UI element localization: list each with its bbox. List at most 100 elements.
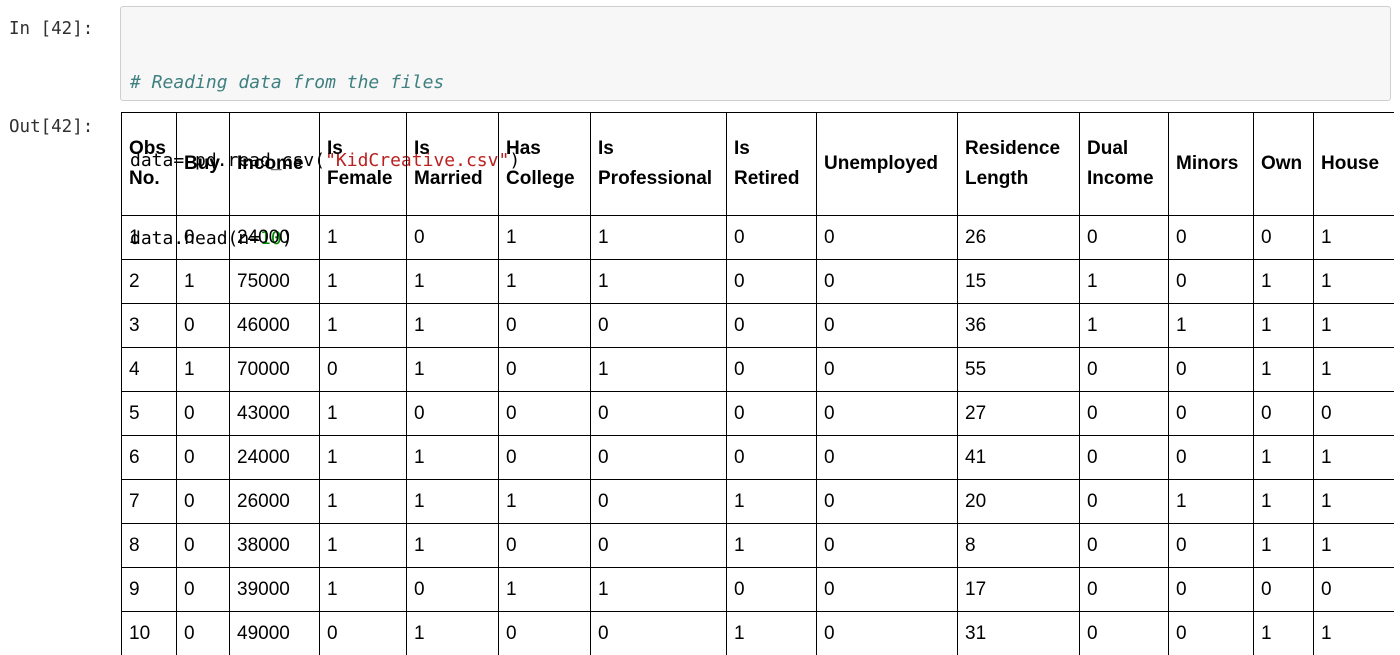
table-cell: 0 <box>590 303 727 348</box>
table-cell: 0 <box>590 435 727 480</box>
table-cell: 1 <box>176 347 230 392</box>
table-row: 6 0 24000 1 1 0 0 0 0 41 0 0 1 1 <box>121 435 1394 480</box>
table-cell: 26 <box>957 215 1080 260</box>
table-cell: 1 <box>406 259 499 304</box>
table-cell: 1 <box>1168 479 1254 524</box>
column-header: Buy <box>176 112 230 216</box>
table-cell: 0 <box>590 611 727 655</box>
column-header: Is Professional <box>590 112 727 216</box>
column-header: Obs No. <box>121 112 177 216</box>
table-cell: 1 <box>319 391 407 436</box>
table-cell: 0 <box>726 391 817 436</box>
table-cell: 0 <box>816 435 958 480</box>
table-cell: 38000 <box>229 523 320 568</box>
table-cell: 1 <box>1313 611 1394 655</box>
table-row: 1 0 24000 1 0 1 1 0 0 26 0 0 0 1 <box>121 215 1394 260</box>
table-cell: 0 <box>1168 611 1254 655</box>
column-header: Is Female <box>319 112 407 216</box>
table-cell: 49000 <box>229 611 320 655</box>
table-row: 8 0 38000 1 1 0 0 1 0 8 0 0 1 1 <box>121 523 1394 568</box>
table-cell: 0 <box>726 259 817 304</box>
table-cell: 0 <box>1079 391 1169 436</box>
table-cell: 0 <box>406 215 499 260</box>
table-cell: 0 <box>816 303 958 348</box>
table-cell: 1 <box>1313 435 1394 480</box>
table-cell: 0 <box>816 215 958 260</box>
column-header: House <box>1313 112 1394 216</box>
table-cell: 15 <box>957 259 1080 304</box>
table-cell: 24000 <box>229 435 320 480</box>
table-cell: 1 <box>1079 303 1169 348</box>
table-cell: 0 <box>1079 435 1169 480</box>
table-row: 5 0 43000 1 0 0 0 0 0 27 0 0 0 0 <box>121 391 1394 436</box>
table-cell: 1 <box>406 523 499 568</box>
table-cell: 0 <box>176 567 230 612</box>
table-cell: 0 <box>816 479 958 524</box>
table-cell: 1 <box>319 303 407 348</box>
table-cell: 8 <box>957 523 1080 568</box>
table-cell: 0 <box>1313 391 1394 436</box>
table-cell: 0 <box>406 391 499 436</box>
column-header: Dual Income <box>1079 112 1169 216</box>
table-cell: 0 <box>1079 215 1169 260</box>
table-cell: 1 <box>176 259 230 304</box>
table-cell: 0 <box>726 347 817 392</box>
table-cell: 0 <box>816 347 958 392</box>
table-body: 1 0 24000 1 0 1 1 0 0 26 0 0 0 1 2 1 75000 1 1 1 1 0 0 15 1 0 1 1 3 0… <box>121 215 1394 655</box>
table-cell: 1 <box>1313 259 1394 304</box>
table-cell: 43000 <box>229 391 320 436</box>
table-cell: 0 <box>498 303 591 348</box>
table-cell: 26000 <box>229 479 320 524</box>
column-header: Is Married <box>406 112 499 216</box>
table-cell: 0 <box>726 303 817 348</box>
table-cell: 70000 <box>229 347 320 392</box>
table-cell: 0 <box>1253 567 1314 612</box>
table-cell: 1 <box>1079 259 1169 304</box>
table-cell: 0 <box>816 391 958 436</box>
table-cell: 0 <box>1168 259 1254 304</box>
table-cell: 0 <box>816 523 958 568</box>
table-cell: 1 <box>498 259 591 304</box>
table-cell: 1 <box>498 479 591 524</box>
table-cell: 1 <box>1313 215 1394 260</box>
table-cell: 1 <box>406 435 499 480</box>
table-row: 9 0 39000 1 0 1 1 0 0 17 0 0 0 0 <box>121 567 1394 612</box>
table-cell: 0 <box>1168 215 1254 260</box>
table-cell: 0 <box>319 347 407 392</box>
table-cell: 0 <box>816 611 958 655</box>
table-cell: 5 <box>121 391 177 436</box>
table-cell: 0 <box>176 611 230 655</box>
table-cell: 1 <box>406 611 499 655</box>
table-cell: 20 <box>957 479 1080 524</box>
table-cell: 1 <box>1313 523 1394 568</box>
column-header: Has College <box>498 112 591 216</box>
code-cell-input[interactable]: # Reading data from the files data= pd.r… <box>120 6 1391 249</box>
table-cell: 7 <box>121 479 177 524</box>
table-cell: 1 <box>590 259 727 304</box>
table-cell: 1 <box>1313 303 1394 348</box>
table-cell: 1 <box>1253 523 1314 568</box>
table-cell: 0 <box>590 479 727 524</box>
table-cell: 36 <box>957 303 1080 348</box>
table-cell: 31 <box>957 611 1080 655</box>
column-header: Residence Length <box>957 112 1080 216</box>
dataframe-table: Obs No. Buy Income Is Female Is Married Has C… <box>121 112 1394 655</box>
table-cell: 0 <box>498 347 591 392</box>
table-cell: 1 <box>1253 435 1314 480</box>
table-cell: 0 <box>726 567 817 612</box>
table-cell: 0 <box>1168 391 1254 436</box>
table-cell: 2 <box>121 259 177 304</box>
table-cell: 0 <box>1079 523 1169 568</box>
table-cell: 1 <box>319 215 407 260</box>
table-cell: 1 <box>590 567 727 612</box>
table-cell: 1 <box>406 303 499 348</box>
table-cell: 1 <box>319 435 407 480</box>
table-cell: 0 <box>1313 567 1394 612</box>
table-cell: 1 <box>1253 347 1314 392</box>
table-cell: 55 <box>957 347 1080 392</box>
table-cell: 46000 <box>229 303 320 348</box>
table-cell: 0 <box>1253 215 1314 260</box>
table-cell: 75000 <box>229 259 320 304</box>
table-cell: 0 <box>1168 435 1254 480</box>
table-cell: 0 <box>1079 611 1169 655</box>
